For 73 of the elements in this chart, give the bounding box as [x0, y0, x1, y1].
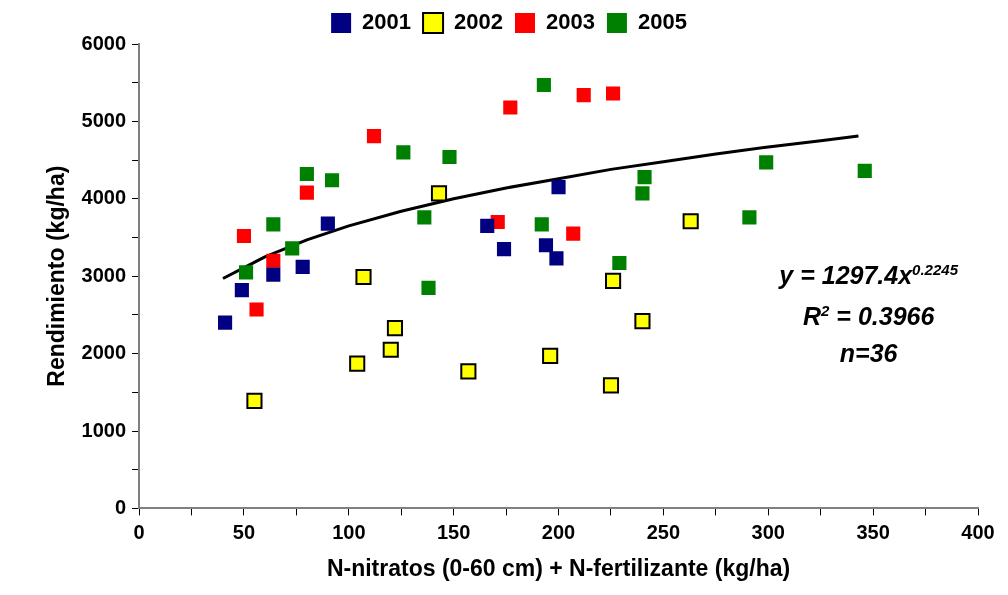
- point: [503, 100, 518, 115]
- point: [442, 149, 457, 165]
- point: [635, 186, 650, 201]
- point: [742, 210, 757, 225]
- point: [299, 185, 314, 200]
- x-tick-label: 100: [332, 520, 366, 543]
- y-tick-label: 4000: [81, 186, 127, 209]
- x-tick-label: 200: [541, 520, 576, 543]
- point: [246, 392, 263, 409]
- x-tick-label: 50: [232, 520, 256, 543]
- point: [266, 253, 281, 268]
- y-tick-label: 3000: [81, 263, 127, 286]
- x-tick-label: 150: [437, 520, 471, 543]
- point: [551, 180, 566, 195]
- point: [266, 267, 281, 282]
- point: [634, 313, 651, 330]
- point: [249, 302, 264, 317]
- point: [324, 173, 340, 188]
- point: [759, 155, 774, 170]
- point: [542, 347, 559, 364]
- point: [602, 377, 620, 394]
- point: [496, 242, 512, 257]
- point: [234, 283, 249, 298]
- point: [534, 217, 549, 232]
- point: [299, 166, 314, 182]
- annotation: n=36: [838, 337, 899, 369]
- point: [430, 185, 448, 202]
- point: [355, 268, 372, 286]
- point: [576, 88, 591, 103]
- x-tick-label: 0: [133, 520, 145, 543]
- point: [682, 213, 699, 230]
- point: [606, 86, 621, 101]
- x-tick-label: 350: [856, 520, 890, 543]
- y-tick-label: 5000: [81, 108, 127, 131]
- x-tick-label: 400: [961, 520, 995, 543]
- point: [536, 77, 551, 93]
- point: [218, 315, 233, 330]
- y-axis-title: Rendimiento (kg/ha): [43, 165, 70, 387]
- legend-label: 2001: [362, 9, 412, 35]
- point: [460, 363, 477, 380]
- point: [549, 251, 564, 266]
- x-tick-label: 250: [646, 520, 681, 543]
- point: [612, 255, 627, 271]
- x-axis-title: N-nitratos (0-60 cm) + N-fertilizante (kg/ha): [326, 554, 791, 581]
- x-tick-label: 300: [751, 520, 785, 543]
- point: [236, 228, 252, 244]
- y-tick-label: 6000: [81, 31, 127, 54]
- point: [566, 226, 581, 241]
- point: [382, 341, 399, 358]
- point: [421, 280, 436, 295]
- legend-label: 2005: [637, 9, 687, 35]
- point: [349, 355, 366, 372]
- point: [386, 319, 404, 337]
- point: [320, 216, 335, 231]
- point: [417, 210, 432, 225]
- point: [538, 238, 554, 253]
- y-tick-label: 2000: [81, 341, 127, 364]
- point: [366, 129, 382, 144]
- annotation: y = 1297.4x$^{0.2245}$: [779, 260, 958, 292]
- point: [285, 241, 300, 256]
- point: [480, 218, 495, 233]
- legend-label: 2002: [454, 9, 504, 35]
- point: [295, 259, 310, 274]
- legend-label: 2003: [546, 9, 595, 35]
- point: [238, 265, 254, 280]
- y-tick-label: 1000: [81, 418, 127, 441]
- point: [857, 163, 872, 179]
- point: [605, 272, 622, 289]
- point: [637, 170, 652, 185]
- annotation: R$^{2}$ = 0.3966: [802, 301, 936, 333]
- y-tick-label: 0: [114, 495, 127, 518]
- point: [396, 145, 411, 160]
- point: [266, 217, 281, 232]
